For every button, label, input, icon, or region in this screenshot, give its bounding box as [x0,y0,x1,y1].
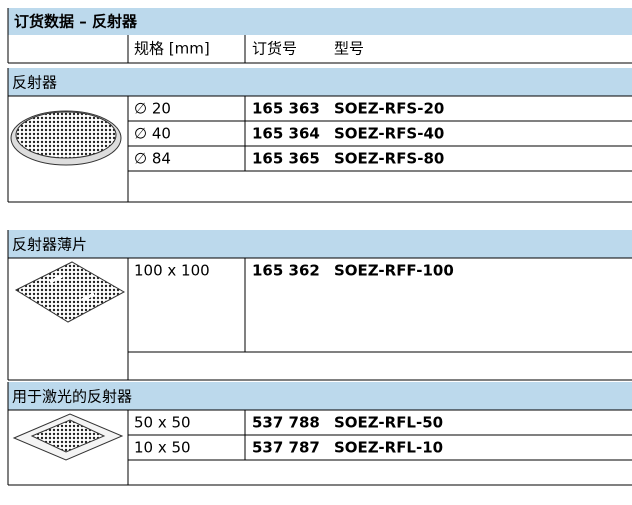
order-no: 165 364 [252,125,320,143]
col-header: 规格 [mm] [134,40,210,58]
title-bar [8,8,632,35]
reflector-icon [10,110,122,166]
spec: ∅ 84 [134,150,171,168]
spec: 10 x 50 [134,439,191,457]
section-title: 反射器 [12,74,57,92]
foil-icon [14,261,126,323]
section-bar [8,230,632,258]
model: SOEZ-RFF-100 [334,262,454,280]
model: SOEZ-RFS-40 [334,125,444,143]
section-title: 用于激光的反射器 [12,388,132,406]
table-title: 订货数据 – 反射器 [14,13,138,31]
col-header: 型号 [334,40,364,58]
section-bar [8,68,632,96]
order-no: 537 787 [252,439,320,457]
section-title: 反射器薄片 [12,236,87,254]
laser-reflector-icon [12,413,124,461]
model: SOEZ-RFL-10 [334,439,443,457]
model: SOEZ-RFL-50 [334,414,443,432]
order-no: 165 362 [252,262,320,280]
spec: 50 x 50 [134,414,191,432]
model: SOEZ-RFS-20 [334,100,444,118]
order-no: 165 365 [252,150,320,168]
col-header: 订货号 [252,40,297,58]
section-bar [8,382,632,410]
model: SOEZ-RFS-80 [334,150,444,168]
order-no: 165 363 [252,100,320,118]
spec: ∅ 20 [134,100,171,118]
spec: 100 x 100 [134,262,210,280]
spec: ∅ 40 [134,125,171,143]
order-no: 537 788 [252,414,320,432]
